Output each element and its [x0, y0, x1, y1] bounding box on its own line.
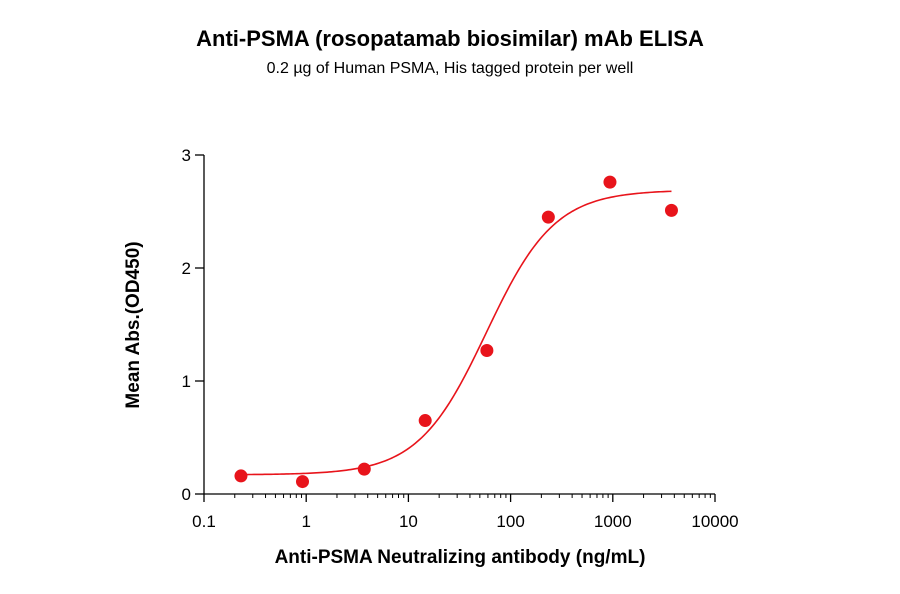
y-tick-label: 0 — [182, 485, 191, 504]
x-tick-label: 10 — [399, 512, 418, 531]
chart-title: Anti-PSMA (rosopatamab biosimilar) mAb E… — [196, 26, 704, 51]
data-point — [664, 203, 678, 217]
x-tick-label: 1 — [301, 512, 310, 531]
y-tick-label: 1 — [182, 372, 191, 391]
data-point — [418, 414, 432, 428]
tick-group: 0 1 2 3 0.1 1 10 100 1000 10000 — [182, 146, 739, 531]
y-tick-label: 2 — [182, 259, 191, 278]
x-tick-label: 10000 — [691, 512, 738, 531]
data-point — [234, 469, 248, 483]
data-point — [357, 462, 371, 476]
fit-curve — [240, 190, 672, 476]
fit-curve-group — [240, 190, 672, 476]
data-point — [541, 210, 555, 224]
x-axis-label: Anti-PSMA Neutralizing antibody (ng/mL) — [275, 547, 646, 568]
y-axis-label: Mean Abs.(OD450) — [123, 241, 144, 408]
y-tick-label: 3 — [182, 146, 191, 165]
data-point — [603, 175, 617, 189]
x-tick-label: 0.1 — [192, 512, 216, 531]
data-point — [295, 475, 309, 489]
data-points — [234, 175, 678, 489]
x-tick-label: 100 — [496, 512, 524, 531]
data-point — [480, 343, 494, 357]
x-tick-label: 1000 — [594, 512, 632, 531]
chart-subtitle: 0.2 µg of Human PSMA, His tagged protein… — [266, 60, 634, 77]
axes — [203, 155, 715, 495]
